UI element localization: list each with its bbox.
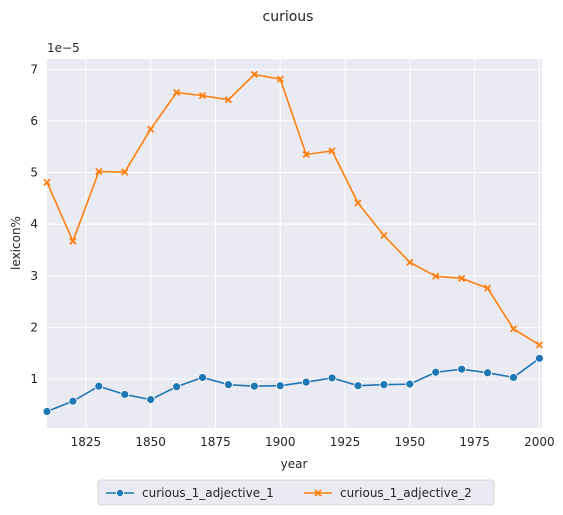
data-point [327,373,337,383]
y-tick-label: 1 [30,372,38,386]
data-point [406,258,414,266]
y-tick-label: 3 [30,269,38,283]
data-point [354,199,362,207]
data-point [275,381,285,391]
data-point [431,367,441,377]
x-tick-label: 1875 [200,435,231,449]
x-tick-label: 1850 [135,435,166,449]
data-point [120,390,130,399]
data-point [43,178,51,186]
y-scale-note: 1e−5 [47,41,80,55]
data-point [172,382,181,392]
y-tick-label: 2 [30,320,38,334]
legend-label-1: curious_1_adjective_1 [142,486,274,500]
data-point [379,380,389,390]
legend: curious_1_adjective_1 curious_1_adjectiv… [97,479,495,506]
plot-area [47,59,542,428]
x-tick-label: 1950 [395,435,426,449]
data-point [353,381,363,391]
chart-title: curious [263,9,314,25]
data-point [405,379,415,389]
x-tick-label: 1975 [459,435,490,449]
legend-marker-1 [116,488,125,497]
y-tick-label: 6 [30,114,38,128]
data-point [432,272,440,280]
x-tick-label: 1925 [330,435,361,449]
data-point [198,92,207,100]
y-tick-label: 5 [30,166,38,180]
data-point [68,396,78,406]
data-point [483,284,492,292]
series-1 [42,353,544,416]
y-tick-label: 4 [30,217,38,231]
series-line [46,73,540,346]
data-point [535,353,544,363]
x-tick-label: 2000 [524,435,555,449]
y-axis-label: lexicon% [9,216,23,270]
data-point [42,407,52,416]
x-axis-label: year [281,457,308,471]
data-point [198,373,207,382]
data-point [147,125,155,133]
data-point [458,274,466,282]
series-layer [42,70,544,416]
data-point [276,75,284,83]
series-2 [43,70,544,349]
data-point [483,368,492,378]
legend-box [97,479,495,506]
y-tick-label: 7 [30,62,38,76]
data-point [69,237,77,245]
data-point [250,70,258,79]
data-point [95,167,103,176]
data-point [380,231,388,240]
x-tick-labels: 1825 1850 1875 1900 1925 1950 1975 2000 [71,435,555,449]
data-point [301,377,311,387]
data-point [509,373,518,382]
data-point [172,88,181,97]
x-tick-label: 1825 [71,435,102,449]
legend-label-2: curious_1_adjective_2 [340,486,472,500]
data-point [146,395,156,405]
data-point [249,381,259,391]
y-tick-labels: 1 2 3 4 5 6 7 [30,62,38,386]
data-point [94,381,104,391]
data-point [328,147,336,155]
data-point [457,364,467,374]
data-point [121,168,129,176]
data-point [302,150,310,159]
legend-marker-2 [314,489,322,497]
data-point [535,341,544,349]
data-point [509,325,518,333]
data-point [224,96,233,104]
data-point [224,380,233,390]
x-tick-label: 1900 [265,435,296,449]
